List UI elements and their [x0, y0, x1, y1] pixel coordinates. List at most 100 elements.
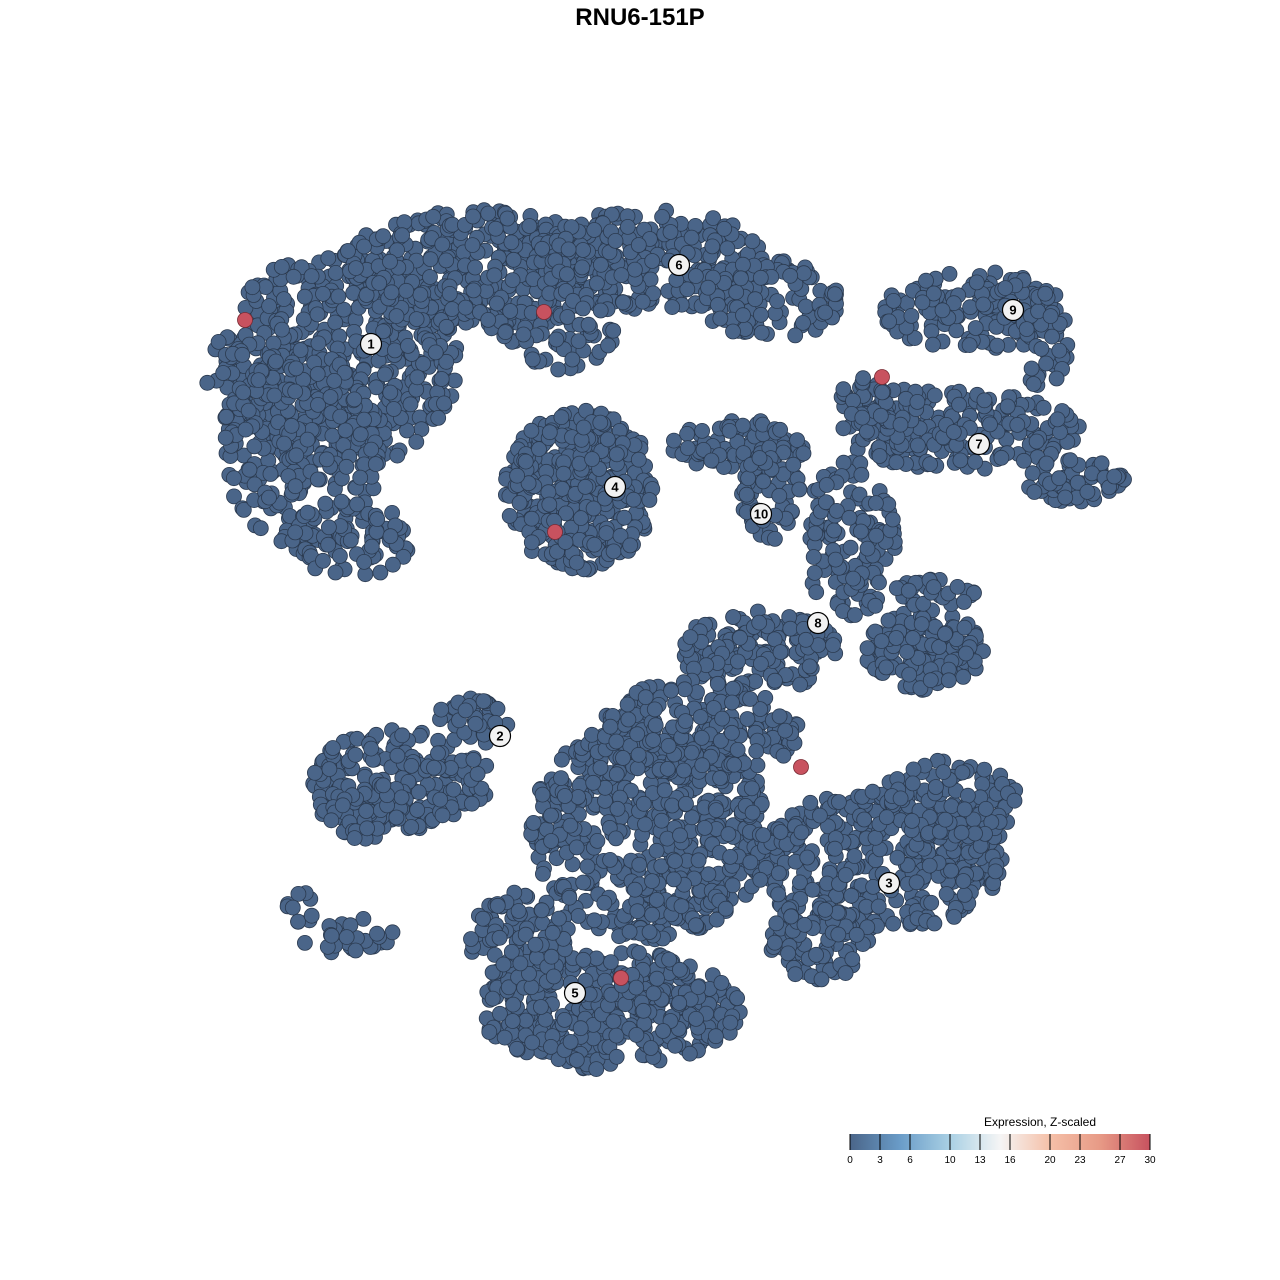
cell-point — [524, 351, 541, 368]
cell-point — [955, 873, 972, 889]
cell-point — [315, 552, 331, 569]
cell-point — [246, 476, 263, 493]
cell-point — [953, 824, 970, 841]
cell-point — [755, 827, 772, 843]
cell-point — [847, 607, 863, 623]
cell-point — [273, 258, 290, 275]
cell-point — [867, 597, 884, 614]
cell-point — [935, 764, 952, 780]
cell-point — [630, 746, 647, 763]
cell-point — [276, 435, 293, 452]
cell-point — [976, 761, 993, 778]
cell-point — [486, 267, 503, 284]
cell-point — [918, 272, 934, 289]
cell-point — [844, 951, 861, 967]
cell-point — [218, 408, 235, 425]
cell-point — [793, 824, 810, 841]
cell-point — [323, 812, 340, 829]
cell-point — [246, 438, 263, 455]
cell-point — [382, 384, 399, 401]
cell-point — [805, 549, 822, 565]
cell-point — [700, 279, 716, 296]
cell-point — [885, 292, 902, 309]
cell-point — [446, 372, 463, 389]
cell-point — [627, 261, 643, 278]
cell-point — [560, 241, 577, 258]
cell-point — [324, 740, 341, 756]
cell-point — [1057, 489, 1074, 506]
cell-point — [789, 432, 805, 449]
cell-point — [425, 208, 442, 225]
cell-point — [831, 794, 847, 810]
cell-point — [422, 251, 439, 268]
cell-point — [605, 322, 622, 339]
cell-point — [376, 366, 393, 383]
cell-point — [580, 316, 597, 333]
cell-point — [923, 894, 940, 911]
cell-point — [438, 353, 455, 370]
cell-point — [900, 582, 917, 599]
cell-point — [273, 321, 290, 338]
cell-point — [712, 770, 728, 786]
cell-point — [955, 669, 972, 685]
cell-point — [383, 284, 400, 301]
cell-point — [579, 858, 596, 875]
cell-point — [310, 396, 326, 413]
cell-point — [845, 570, 861, 587]
cell-point — [310, 335, 327, 352]
cell-point — [1024, 465, 1041, 482]
cell-point — [241, 461, 258, 478]
cell-point — [375, 228, 392, 245]
cell-point — [309, 306, 326, 323]
cell-point — [629, 726, 646, 743]
cell-point — [261, 489, 277, 506]
cell-point — [646, 701, 663, 718]
cell-point — [577, 478, 594, 495]
cell-point — [734, 417, 751, 434]
cell-point — [389, 447, 406, 464]
cell-point — [878, 809, 895, 826]
cell-point — [712, 310, 729, 327]
cell-point — [553, 770, 569, 786]
cell-point — [817, 304, 833, 321]
cell-point — [630, 451, 647, 468]
cell-point — [1037, 285, 1054, 302]
cell-point — [592, 760, 609, 776]
cell-point — [777, 722, 794, 739]
cell-point — [326, 372, 343, 389]
cell-point — [394, 727, 411, 744]
cell-point — [870, 898, 887, 915]
cell-point — [317, 495, 334, 512]
cell-point — [664, 299, 681, 316]
cell-point — [845, 392, 861, 409]
cell-point — [525, 815, 542, 831]
cell-point — [285, 268, 302, 285]
cell-point — [467, 259, 484, 276]
cell-point — [871, 448, 888, 464]
cell-point — [550, 361, 567, 378]
cell-point — [463, 795, 480, 812]
cell-point — [1049, 411, 1066, 428]
cell-point — [469, 766, 486, 782]
cell-point — [688, 268, 704, 285]
cell-point — [653, 812, 670, 829]
cell-point — [885, 915, 902, 932]
cell-point — [641, 924, 658, 940]
cell-point — [382, 528, 399, 545]
cell-point — [735, 256, 751, 273]
cell-point — [937, 626, 953, 642]
cell-point — [872, 407, 889, 424]
cell-point — [881, 313, 897, 330]
cell-point — [835, 420, 852, 437]
cell-point — [237, 421, 254, 438]
cell-point — [502, 303, 519, 319]
cell-point — [837, 867, 854, 883]
cell-point — [880, 612, 897, 629]
cell-point — [682, 629, 699, 645]
cell-point — [818, 477, 835, 493]
cell-point — [368, 379, 385, 396]
cell-point — [235, 501, 252, 518]
cell-point — [534, 786, 551, 803]
cell-point — [480, 205, 497, 222]
cell-point — [334, 797, 351, 814]
